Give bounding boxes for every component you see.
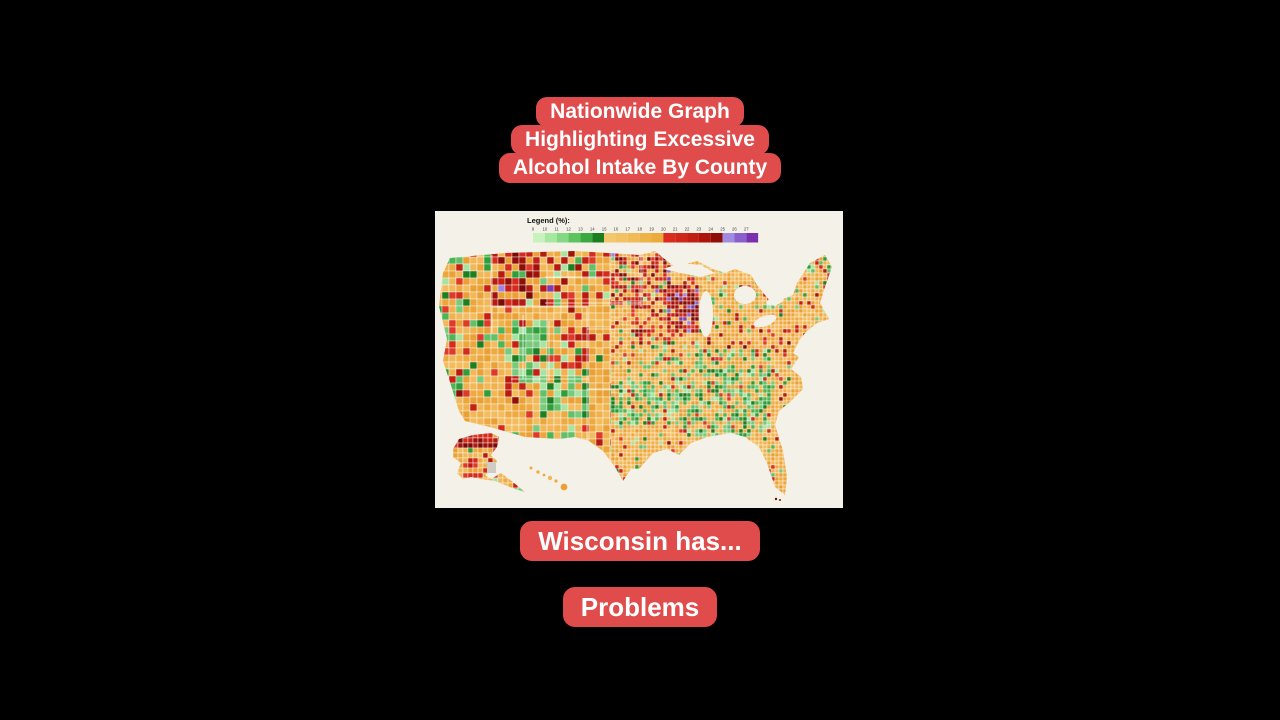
caption-row-1: Wisconsin has... — [0, 521, 1280, 561]
title-line-2: Highlighting Excessive — [511, 125, 769, 155]
legend-tick-labels: 9 10 11 12 13 14 15 16 17 18 19 20 21 22 23 24 25 26 27 — [532, 227, 749, 232]
legend-title: Legend (%): — [527, 216, 570, 225]
legend: Legend (%): 9 10 11 12 13 14 15 16 17 18 19 20 21 22 2… — [527, 216, 759, 243]
alaska-gray-patch — [487, 462, 496, 473]
caption-wisconsin: Wisconsin has... — [520, 521, 760, 561]
legend-color-bar — [533, 233, 759, 243]
title-line-1: Nationwide Graph — [536, 97, 744, 127]
title-overlay: Nationwide Graph Highlighting Excessive … — [0, 97, 1280, 183]
us-county-choropleth-map: Legend (%): 9 10 11 12 13 14 15 16 17 18 19 20 21 22 2… — [435, 211, 843, 508]
map-extras — [487, 462, 781, 501]
caption-row-2: Problems — [0, 587, 1280, 627]
caption-problems: Problems — [562, 587, 718, 627]
hawaii-islands — [529, 466, 568, 491]
state-borders — [491, 255, 651, 441]
great-lakes — [663, 263, 784, 337]
title-line-3: Alcohol Intake By County — [498, 153, 782, 183]
